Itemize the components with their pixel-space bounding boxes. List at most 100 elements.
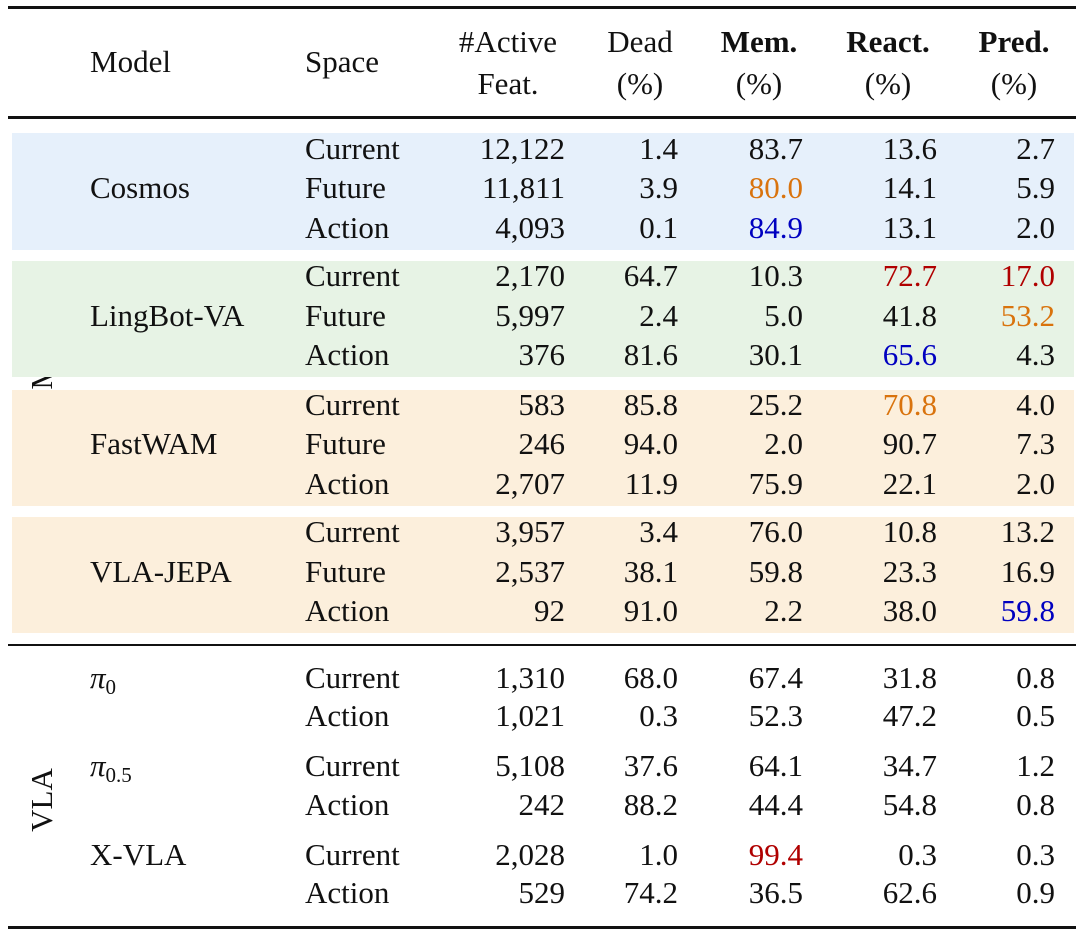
value-cell: 0.3 [1016,837,1055,872]
value-cell: 11,811 [482,170,565,205]
value-cell: 2,707 [495,466,565,501]
value-cell: 2.7 [1016,131,1055,166]
value-cell: 583 [518,387,566,422]
value-cell: 2.4 [639,298,678,333]
header-cell: React. [846,24,930,59]
value-cell: 3.9 [639,170,678,205]
value-cell: 59.8 [1000,593,1055,628]
value-cell: 54.8 [882,787,937,822]
value-cell: 242 [518,787,566,822]
value-cell: 84.9 [748,210,803,245]
value-cell: 7.3 [1016,426,1055,461]
model-name: π0.5 [90,748,132,787]
value-cell: 0.8 [1016,660,1055,695]
space-cell: Action [305,698,390,733]
space-cell: Current [305,258,400,293]
value-cell: 94.0 [623,426,678,461]
value-cell: 4.3 [1016,337,1055,372]
model-name: LingBot-VA [90,298,244,334]
value-cell: 74.2 [623,875,678,910]
model-name-text: LingBot-VA [90,298,245,333]
value-cell: 52.3 [748,698,803,733]
space-cell: Action [305,787,390,822]
model-name-sub: 0 [105,675,117,699]
model-name: π0 [90,660,117,699]
value-cell: 37.6 [623,748,678,783]
model-name-text: Cosmos [90,170,190,205]
model-name-text: π [90,748,106,783]
row-band [12,517,1074,633]
value-cell: 14.1 [882,170,937,205]
header-cell: Space [305,44,380,79]
header-cell: Pred. [978,24,1050,59]
top-rule [8,6,1076,9]
value-cell: 64.1 [748,748,803,783]
value-cell: 76.0 [748,514,803,549]
value-cell: 85.8 [623,387,678,422]
value-cell: 4,093 [495,210,565,245]
header-cell: (%) [616,66,664,101]
value-cell: 2.2 [764,593,803,628]
value-cell: 16.9 [1000,554,1055,589]
value-cell: 36.5 [748,875,803,910]
value-cell: 2,028 [495,837,565,872]
header-cell: Mem. [720,24,798,59]
model-name-text: VLA-JEPA [90,554,232,589]
value-cell: 88.2 [623,787,678,822]
value-cell: 99.4 [748,837,803,872]
value-cell: 38.1 [623,554,678,589]
header-cell: Dead [607,24,673,59]
value-cell: 90.7 [882,426,937,461]
model-name: VLA-JEPA [90,554,232,590]
value-cell: 5.9 [1016,170,1055,205]
value-cell: 67.4 [748,660,803,695]
value-cell: 12,122 [479,131,565,166]
header-cell: Model [90,44,171,79]
header-cell: #Active [458,24,558,59]
space-cell: Action [305,593,390,628]
space-cell: Action [305,337,390,372]
row-band [12,133,1074,250]
value-cell: 34.7 [882,748,937,783]
space-cell: Future [305,298,386,333]
value-cell: 2.0 [764,426,803,461]
value-cell: 22.1 [882,466,937,501]
value-cell: 1.0 [639,837,678,872]
value-cell: 13.1 [882,210,937,245]
value-cell: 2.0 [1016,466,1055,501]
model-name: FastWAM [90,426,217,462]
value-cell: 0.1 [639,210,678,245]
group-rule [8,644,1076,646]
value-cell: 65.6 [882,337,937,372]
value-cell: 75.9 [748,466,803,501]
model-name: X-VLA [90,837,186,873]
value-cell: 5,997 [495,298,565,333]
value-cell: 44.4 [748,787,803,822]
value-cell: 38.0 [882,593,937,628]
value-cell: 70.8 [882,387,937,422]
value-cell: 13.6 [882,131,937,166]
bottom-rule [8,926,1076,929]
row-band [12,261,1074,377]
value-cell: 5,108 [495,748,565,783]
space-cell: Action [305,875,390,910]
value-cell: 3,957 [495,514,565,549]
value-cell: 1,021 [495,698,565,733]
value-cell: 64.7 [623,258,678,293]
model-name-sub: 0.5 [105,763,132,787]
model-name-text: π [90,660,106,695]
value-cell: 23.3 [882,554,937,589]
value-cell: 376 [518,337,566,372]
value-cell: 0.5 [1016,698,1055,733]
model-name-text: X-VLA [90,837,187,872]
header-cell: (%) [864,66,912,101]
space-cell: Future [305,170,386,205]
value-cell: 30.1 [748,337,803,372]
space-cell: Future [305,554,386,589]
value-cell: 0.3 [898,837,937,872]
space-cell: Current [305,660,400,695]
value-cell: 2,537 [495,554,565,589]
space-cell: Current [305,131,400,166]
value-cell: 80.0 [748,170,803,205]
